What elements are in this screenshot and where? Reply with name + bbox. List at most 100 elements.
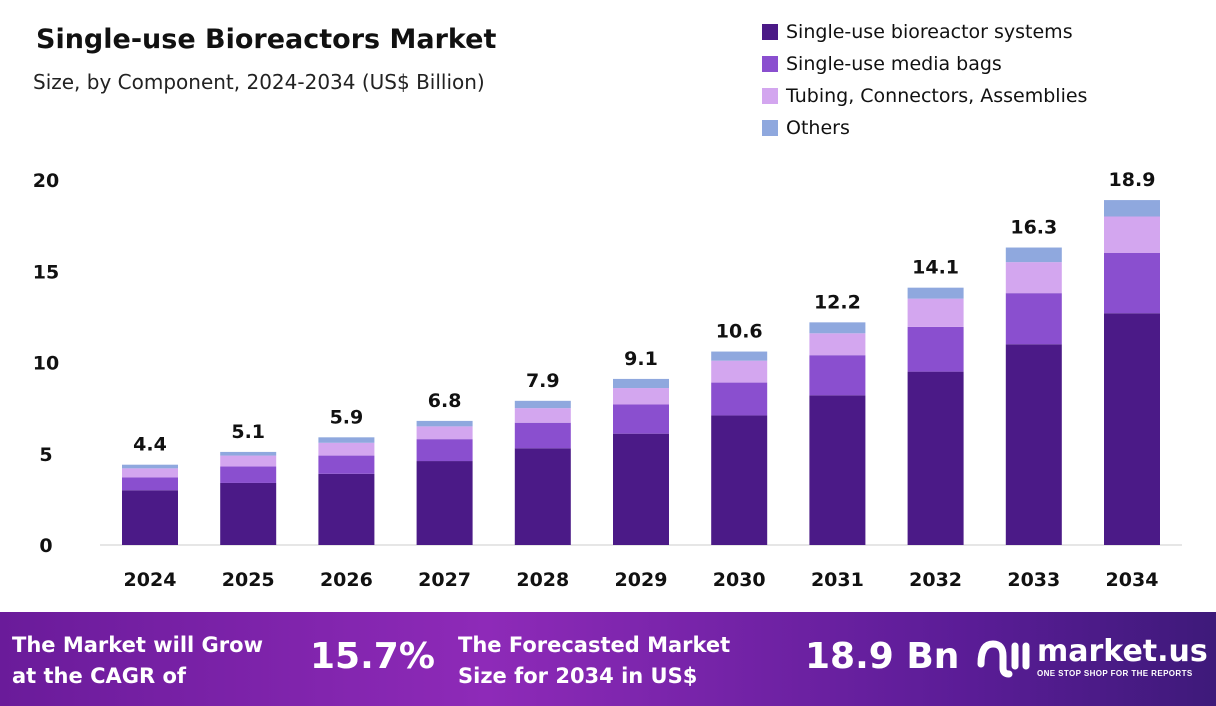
x-tick-label: 2027: [418, 569, 471, 591]
bar-segment: [711, 382, 768, 416]
bar-segment: [318, 473, 375, 545]
legend-swatch: [762, 88, 778, 104]
forecast-value: 18.9 Bn: [805, 636, 960, 677]
legend-label: Others: [786, 117, 850, 139]
bar-segment: [711, 360, 768, 383]
bar-segment: [514, 448, 571, 545]
x-tick-label: 2029: [615, 569, 668, 591]
x-tick-label: 2033: [1007, 569, 1060, 591]
bar-segment: [809, 395, 866, 545]
legend-label: Single-use media bags: [786, 53, 1002, 75]
bar-segment: [1005, 247, 1062, 263]
total-label: 10.6: [716, 321, 763, 343]
total-label: 18.9: [1109, 169, 1156, 191]
bar-segment: [318, 442, 375, 456]
x-tick-label: 2031: [811, 569, 864, 591]
bar-segment: [220, 451, 277, 456]
y-tick-label: 20: [33, 170, 59, 192]
bar-segment: [122, 468, 178, 478]
total-label: 7.9: [526, 370, 560, 392]
forecast-label: The Forecasted Market Size for 2034 in US…: [458, 630, 730, 692]
cagr-label-line1: The Market will Grow: [12, 633, 263, 657]
bar-segment: [809, 355, 866, 396]
total-label: 6.8: [428, 390, 462, 412]
marketus-logo: market.us ONE STOP SHOP FOR THE REPORTS: [975, 634, 1208, 678]
bar-segment: [907, 326, 964, 372]
legend-item: Tubing, Connectors, Assemblies: [762, 80, 1087, 112]
legend-label: Tubing, Connectors, Assemblies: [786, 85, 1088, 107]
bar-segment: [514, 400, 571, 409]
bar-segment: [416, 461, 473, 545]
legend-swatch: [762, 56, 778, 72]
bar-segment: [416, 426, 473, 440]
forecast-label-line1: The Forecasted Market: [458, 633, 731, 657]
bar-segment: [613, 433, 669, 545]
bar-segment: [809, 333, 866, 356]
bar-segment: [711, 415, 768, 545]
bar-segment: [318, 455, 375, 474]
logo-name: market.us: [1037, 633, 1208, 669]
x-tick-label: 2026: [320, 569, 373, 591]
bar-segment: [220, 482, 277, 545]
bar-segment: [122, 464, 178, 469]
total-label: 5.9: [330, 406, 364, 428]
total-label: 5.1: [231, 421, 265, 443]
x-tick-label: 2024: [124, 569, 177, 591]
bar-segment: [1104, 313, 1160, 545]
bar-segment: [416, 439, 473, 462]
cagr-value: 15.7%: [310, 636, 435, 677]
legend-swatch: [762, 120, 778, 136]
bar-segment: [809, 322, 866, 334]
bar-segment: [318, 437, 375, 443]
x-tick-label: 2034: [1106, 569, 1159, 591]
bar-segment: [1005, 293, 1062, 345]
bar-segment: [907, 298, 964, 327]
chart-subtitle: Size, by Component, 2024-2034 (US$ Billi…: [33, 70, 485, 94]
x-tick-label: 2025: [222, 569, 275, 591]
legend-item: Single-use media bags: [762, 48, 1087, 80]
bar-segment: [514, 408, 571, 423]
legend-item: Single-use bioreactor systems: [762, 16, 1087, 48]
bar-segment: [1005, 262, 1062, 294]
bar-segment: [1005, 344, 1062, 545]
logo-tagline: ONE STOP SHOP FOR THE REPORTS: [1037, 668, 1193, 678]
footer-banner: The Market will Grow at the CAGR of 15.7%…: [0, 612, 1216, 706]
cagr-label: The Market will Grow at the CAGR of: [12, 630, 263, 692]
y-tick-label: 5: [39, 444, 52, 466]
marketus-logo-icon: [977, 640, 1030, 678]
bar-segment: [1104, 253, 1160, 314]
chart-title: Single-use Bioreactors Market: [36, 24, 497, 55]
y-tick-label: 0: [39, 535, 52, 557]
bar-segment: [613, 388, 669, 405]
bar-segment: [416, 420, 473, 427]
x-tick-label: 2032: [909, 569, 962, 591]
y-tick-label: 10: [33, 353, 59, 375]
legend: Single-use bioreactor systems Single-use …: [762, 16, 1087, 144]
total-label: 12.2: [814, 291, 861, 313]
x-tick-label: 2028: [516, 569, 569, 591]
bar-segment: [711, 351, 768, 361]
bar-segment: [514, 422, 571, 449]
total-label: 16.3: [1010, 217, 1057, 239]
bar-segment: [1104, 200, 1160, 217]
legend-label: Single-use bioreactor systems: [786, 21, 1073, 43]
bar-segment: [1104, 216, 1160, 253]
bar-segment: [613, 378, 669, 389]
bar-segment: [122, 477, 178, 491]
legend-swatch: [762, 24, 778, 40]
bar-segment: [220, 466, 277, 483]
bar-segment: [613, 404, 669, 434]
forecast-label-line2: Size for 2034 in US$: [458, 664, 698, 688]
x-tick-label: 2030: [713, 569, 766, 591]
bar-segment: [220, 455, 277, 467]
bar-chart: 0 5 10 15 20 4.4 2024 5.1 2025 5.9 2026 6.8 2027 7.9 2…: [33, 169, 1182, 591]
legend-item: Others: [762, 112, 1087, 144]
total-label: 14.1: [912, 257, 959, 279]
total-label: 4.4: [133, 434, 167, 456]
bar-segment: [907, 287, 964, 299]
y-tick-label: 15: [33, 261, 59, 283]
bar-segment: [907, 371, 964, 545]
bar-segment: [122, 490, 178, 545]
total-label: 9.1: [624, 348, 658, 370]
cagr-label-line2: at the CAGR of: [12, 664, 187, 688]
